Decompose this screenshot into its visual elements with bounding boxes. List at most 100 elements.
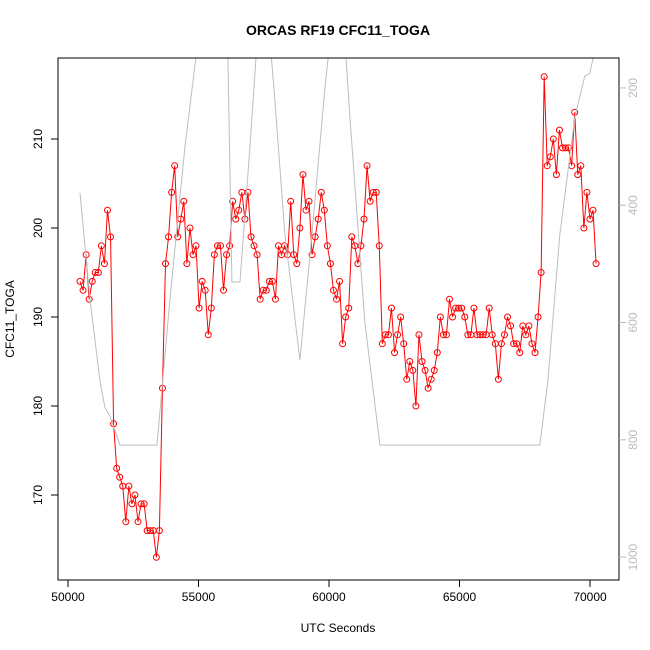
- data-point: [97, 242, 105, 250]
- data-point: [348, 233, 356, 241]
- plot-frame: [57, 57, 620, 581]
- data-point: [204, 331, 212, 339]
- data-point: [88, 277, 96, 285]
- data-point: [296, 224, 304, 232]
- data-point: [250, 242, 258, 250]
- data-point: [461, 313, 469, 321]
- data-point: [546, 153, 554, 161]
- data-point: [436, 313, 444, 321]
- y-tick-label: 170: [31, 485, 45, 505]
- data-point: [201, 286, 209, 294]
- data-point: [586, 215, 594, 223]
- data-point: [537, 268, 545, 276]
- data-point: [183, 260, 191, 268]
- data-point: [549, 135, 557, 143]
- data-point: [329, 286, 337, 294]
- data-point: [134, 518, 142, 526]
- data-point: [381, 331, 389, 339]
- data-point: [516, 349, 524, 357]
- data-point: [424, 384, 432, 392]
- data-point: [76, 277, 84, 285]
- data-point: [397, 313, 405, 321]
- data-point: [180, 197, 188, 205]
- data-point: [543, 162, 551, 170]
- data-point: [562, 144, 570, 152]
- y2-tick-label: 600: [626, 312, 640, 332]
- data-point: [113, 464, 121, 472]
- data-point: [235, 206, 243, 214]
- data-point: [290, 251, 298, 259]
- data-point: [464, 331, 472, 339]
- data-point: [540, 73, 548, 81]
- data-point: [580, 224, 588, 232]
- x-tick-label: 50000: [51, 590, 85, 604]
- y2-tick-label: 200: [626, 78, 640, 98]
- data-point: [100, 260, 108, 268]
- data-point: [299, 171, 307, 179]
- data-point: [94, 268, 102, 276]
- data-point: [555, 126, 563, 134]
- data-point: [125, 482, 133, 490]
- data-point: [387, 304, 395, 312]
- data-point: [394, 331, 402, 339]
- data-point: [378, 340, 386, 348]
- x-tick-label: 70000: [573, 590, 607, 604]
- data-point: [314, 215, 322, 223]
- data-point: [186, 224, 194, 232]
- data-point: [326, 260, 334, 268]
- data-point: [244, 188, 252, 196]
- data-point: [531, 349, 539, 357]
- x-tick-label: 55000: [182, 590, 216, 604]
- series-line: [79, 76, 597, 558]
- data-point: [302, 206, 310, 214]
- data-point: [223, 251, 231, 259]
- data-point: [339, 340, 347, 348]
- data-point: [116, 473, 124, 481]
- data-point: [363, 162, 371, 170]
- data-point: [470, 304, 478, 312]
- data-point: [253, 251, 261, 259]
- y2-tick-label: 800: [626, 429, 640, 449]
- chart-title: ORCAS RF19 CFC11_TOGA: [246, 22, 430, 38]
- data-point: [409, 366, 417, 374]
- y-tick-label: 210: [31, 129, 45, 149]
- data-point: [592, 260, 600, 268]
- data-point: [589, 206, 597, 214]
- data-point: [342, 313, 350, 321]
- data-point: [293, 260, 301, 268]
- data-point: [122, 518, 130, 526]
- data-point: [152, 553, 160, 561]
- y-tick-label: 190: [31, 307, 45, 327]
- data-point: [500, 331, 508, 339]
- data-point: [449, 313, 457, 321]
- data-point: [268, 277, 276, 285]
- data-point: [323, 242, 331, 250]
- data-point: [479, 331, 487, 339]
- data-point: [488, 331, 496, 339]
- data-point: [247, 233, 255, 241]
- data-point: [412, 402, 420, 410]
- data-point: [507, 322, 515, 330]
- data-point: [360, 215, 368, 223]
- data-point: [418, 357, 426, 365]
- data-point: [107, 233, 115, 241]
- data-point: [458, 304, 466, 312]
- plot-area: [76, 58, 600, 561]
- data-point: [552, 171, 560, 179]
- data-point: [207, 304, 215, 312]
- data-point: [357, 242, 365, 250]
- data-point: [439, 331, 447, 339]
- data-point: [574, 171, 582, 179]
- data-point: [345, 304, 353, 312]
- data-point: [510, 340, 518, 348]
- data-point: [375, 242, 383, 250]
- data-point: [155, 527, 163, 535]
- altitude-line: [79, 58, 594, 446]
- data-point: [577, 162, 585, 170]
- y2-tick-label: 400: [626, 195, 640, 215]
- data-point: [442, 331, 450, 339]
- data-point: [504, 313, 512, 321]
- data-point: [165, 233, 173, 241]
- data-point: [372, 188, 380, 196]
